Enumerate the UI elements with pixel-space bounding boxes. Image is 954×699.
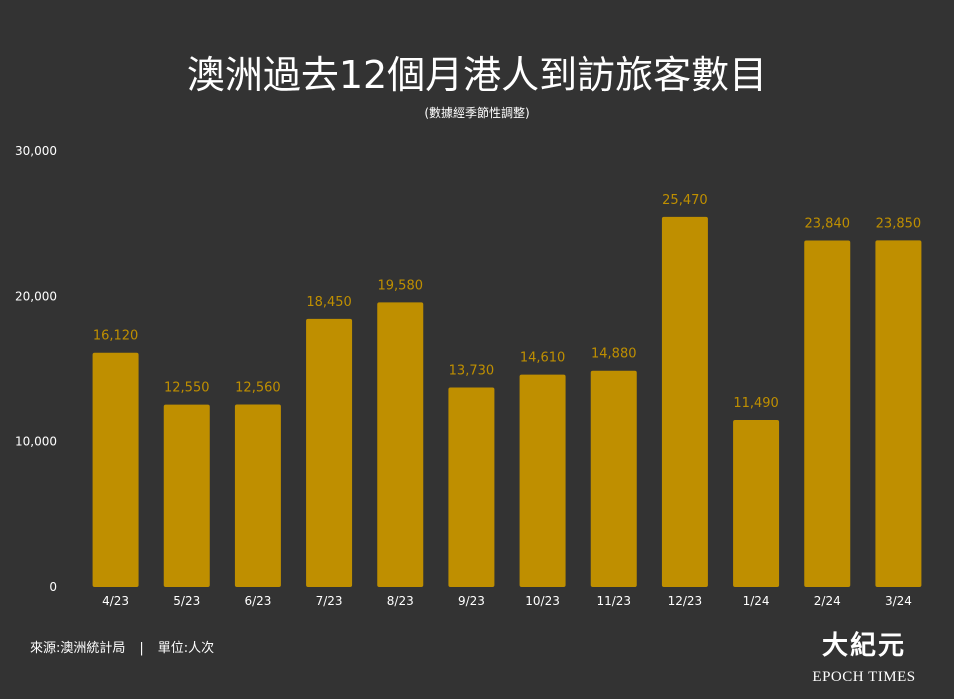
logo-english-text: EPOCH TIMES (812, 669, 916, 685)
value-label: 18,450 (306, 295, 352, 310)
bar-chart: 0 10,000 20,000 30,000 16,120 4/23 12,550 5/23 1… (15, 144, 922, 608)
x-tick-label: 3/24 (885, 594, 912, 608)
x-tick-label: 6/23 (244, 594, 271, 608)
chart-title: 澳洲過去12個月港人到訪旅客數目 (186, 53, 768, 97)
bar-6-23 (234, 404, 281, 587)
value-label: 19,580 (378, 278, 424, 293)
value-label: 25,470 (662, 193, 708, 208)
chart-subtitle: (數據經季節性調整) (424, 106, 530, 120)
bar-2-24 (804, 240, 851, 587)
bar-9-23 (448, 387, 495, 587)
value-label: 14,610 (520, 351, 566, 366)
value-label: 13,730 (449, 363, 495, 378)
unit-note: 單位:人次 (157, 641, 215, 656)
bar-3-24 (875, 240, 922, 587)
x-tick-label: 9/23 (458, 594, 485, 608)
x-tick-label: 11/23 (596, 594, 631, 608)
value-label: 14,880 (591, 347, 637, 362)
x-tick-label: 1/24 (743, 594, 770, 608)
x-tick-label: 4/23 (102, 594, 129, 608)
logo-chinese-text: 大紀元 (821, 631, 906, 661)
bar-1-24 (733, 420, 780, 587)
value-label: 11,490 (733, 396, 779, 411)
bar-10-23 (519, 374, 566, 587)
bar-7-23 (306, 318, 353, 587)
bar-12-23 (661, 216, 708, 587)
bar-4-23 (92, 352, 139, 587)
bar-8-23 (377, 302, 424, 587)
value-label: 23,840 (805, 217, 851, 232)
chart-footer: 來源:澳洲統計局 | 單位:人次 (30, 637, 214, 656)
x-tick-label: 5/23 (173, 594, 200, 608)
value-label: 12,560 (235, 380, 281, 395)
footer-separator: | (139, 641, 144, 656)
value-label: 12,550 (164, 381, 210, 396)
bar-11-23 (590, 370, 637, 587)
value-label: 16,120 (93, 329, 139, 344)
bar-5-23 (163, 404, 210, 587)
y-tick-label: 30,000 (15, 144, 57, 158)
y-tick-label: 20,000 (15, 289, 57, 303)
x-tick-label: 10/23 (525, 594, 560, 608)
x-tick-label: 7/23 (316, 594, 343, 608)
value-label: 23,850 (876, 216, 922, 231)
x-tick-label: 2/24 (814, 594, 841, 608)
source-note: 來源:澳洲統計局 (30, 641, 126, 656)
x-tick-label: 12/23 (668, 594, 703, 608)
y-tick-label: 0 (49, 580, 57, 594)
x-tick-label: 8/23 (387, 594, 414, 608)
epoch-times-logo: 大紀元 EPOCH TIMES (808, 632, 920, 688)
y-tick-label: 10,000 (15, 435, 57, 449)
